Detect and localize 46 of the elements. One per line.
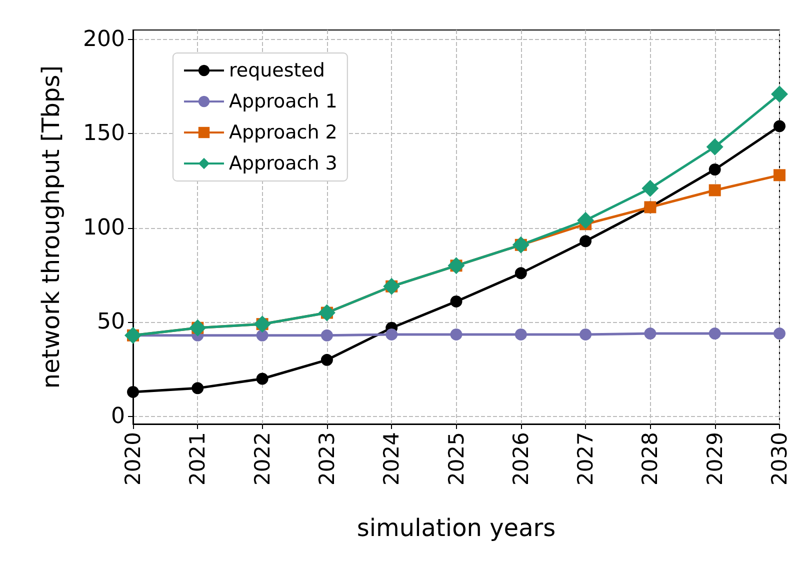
point: [580, 328, 592, 340]
point: [192, 382, 204, 394]
point: [774, 169, 786, 182]
y-axis-title: network throughput [Tbps]: [37, 65, 65, 389]
point: [386, 328, 398, 340]
point: [256, 372, 268, 385]
x-tick-label: 2030: [768, 432, 792, 486]
x-axis-title: simulation years: [356, 514, 556, 542]
point: [514, 267, 527, 280]
point: [450, 295, 462, 308]
y-tick-label: 200: [83, 26, 125, 52]
point: [642, 180, 659, 197]
point: [577, 212, 594, 229]
legend-label: Approach 2: [229, 122, 338, 144]
point: [706, 138, 724, 156]
point: [774, 120, 786, 132]
x-tick-label: 2029: [702, 432, 727, 486]
point: [708, 164, 721, 176]
point: [708, 184, 721, 196]
x-tick-label: 2024: [380, 432, 404, 486]
x-tick-label: 2022: [250, 432, 274, 486]
x-tick-label: 2028: [638, 432, 662, 486]
y-tick-label: 0: [111, 404, 125, 429]
point: [771, 86, 788, 103]
x-tick-label: 2021: [186, 432, 210, 486]
y-tick-label: 50: [97, 310, 125, 335]
x-tick-label: 2023: [314, 432, 339, 486]
point: [708, 328, 721, 340]
y-tick-label: 150: [83, 121, 125, 146]
y-tick-label: 100: [83, 215, 125, 240]
point: [774, 328, 786, 340]
point: [644, 328, 656, 340]
legend-label: Approach 3: [229, 152, 338, 174]
point: [320, 354, 333, 366]
point: [450, 328, 462, 340]
x-tick-label: 2020: [121, 432, 145, 486]
legend-label: requested: [229, 60, 325, 82]
legend-label: Approach 1: [229, 90, 338, 112]
point: [514, 328, 527, 340]
point: [256, 329, 268, 342]
point: [580, 235, 592, 248]
x-tick-label: 2026: [508, 432, 533, 486]
point: [320, 329, 333, 342]
x-tick-label: 2027: [574, 432, 598, 486]
point: [127, 386, 139, 398]
x-tick-label: 2025: [444, 432, 468, 486]
